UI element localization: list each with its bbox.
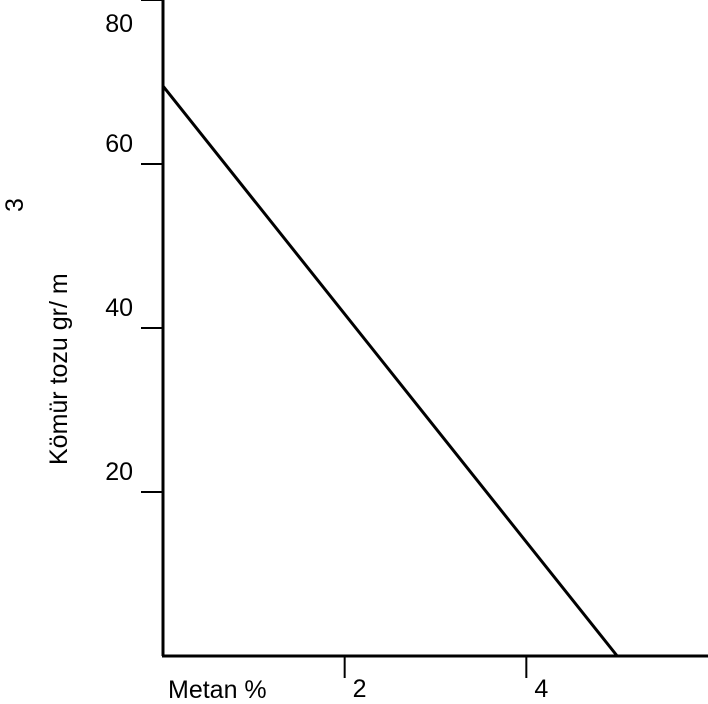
y-tick-label: 20 xyxy=(105,458,133,486)
y-tick-label: 60 xyxy=(105,130,133,158)
series-line-1 xyxy=(161,85,619,657)
y-tick-label: 40 xyxy=(105,294,133,322)
y-axis-title-superscript: 3 xyxy=(1,198,29,212)
x-tick-label: 2 xyxy=(353,675,367,703)
series-group xyxy=(161,85,619,657)
y-tick-label: 80 xyxy=(105,10,133,38)
y-ticks: 20 40 60 80 xyxy=(105,0,163,493)
x-tick-label: 4 xyxy=(534,675,548,703)
x-axis-title: Metan % xyxy=(168,676,267,704)
y-axis-title: Kömür tozu gr/ m xyxy=(45,273,73,465)
